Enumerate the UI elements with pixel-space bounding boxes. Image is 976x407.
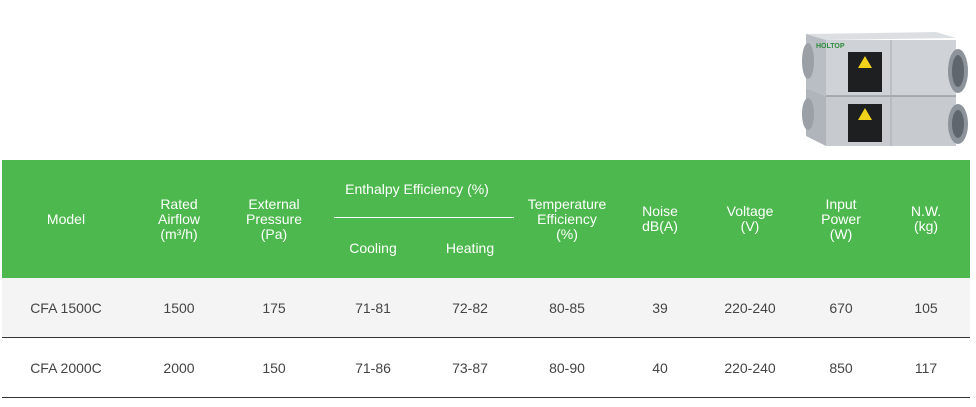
cell-voltage: 220-240 — [700, 278, 801, 338]
header-input-power: Input Power (W) — [800, 160, 883, 278]
cell-nw: 105 — [882, 278, 971, 338]
cell-airflow: 2000 — [130, 337, 228, 398]
cell-input-power: 670 — [800, 278, 883, 338]
cell-temperature-efficiency: 80-85 — [514, 278, 621, 338]
table-row: CFA 1500C 1500 175 71-81 72-82 80-85 39 … — [2, 278, 971, 338]
cell-noise: 40 — [620, 337, 701, 398]
cell-pressure: 175 — [228, 278, 320, 338]
header-noise: Noise dB(A) — [620, 160, 701, 278]
header-rated-airflow: Rated Airflow (m³/h) — [130, 160, 228, 278]
cell-airflow: 1500 — [130, 278, 228, 338]
product-image: HOLTOP — [802, 32, 968, 146]
header-model: Model — [2, 160, 130, 278]
header-external-pressure: External Pressure (Pa) — [228, 160, 320, 278]
cell-model: CFA 1500C — [2, 278, 130, 338]
header-enthalpy-efficiency: Enthalpy Efficiency (%) — [320, 160, 515, 218]
header-heating: Heating — [426, 218, 515, 278]
cell-noise: 39 — [620, 278, 701, 338]
header-nw: N.W. (kg) — [882, 160, 971, 278]
brand-label: HOLTOP — [816, 43, 845, 50]
cell-heating: 73-87 — [426, 337, 515, 398]
cell-nw: 117 — [882, 337, 971, 398]
cell-temperature-efficiency: 80-90 — [514, 337, 621, 398]
cell-model: CFA 2000C — [2, 337, 130, 398]
header-temperature-efficiency: Temperature Efficiency (%) — [514, 160, 621, 278]
header-voltage: Voltage (V) — [700, 160, 801, 278]
table-header: Model Rated Airflow (m³/h) External Pres… — [2, 160, 971, 278]
cell-heating: 72-82 — [426, 278, 515, 338]
cell-input-power: 850 — [800, 337, 883, 398]
cell-cooling: 71-81 — [320, 278, 426, 338]
cell-voltage: 220-240 — [700, 337, 801, 398]
header-group-divider — [334, 217, 515, 218]
header-enthalpy-efficiency-label: Enthalpy Efficiency (%) — [345, 180, 489, 197]
header-cooling: Cooling — [320, 218, 426, 278]
table-row: CFA 2000C 2000 150 71-86 73-87 80-90 40 … — [2, 337, 971, 398]
cell-pressure: 150 — [228, 337, 320, 398]
cell-cooling: 71-86 — [320, 337, 426, 398]
specification-table: Model Rated Airflow (m³/h) External Pres… — [2, 160, 971, 398]
